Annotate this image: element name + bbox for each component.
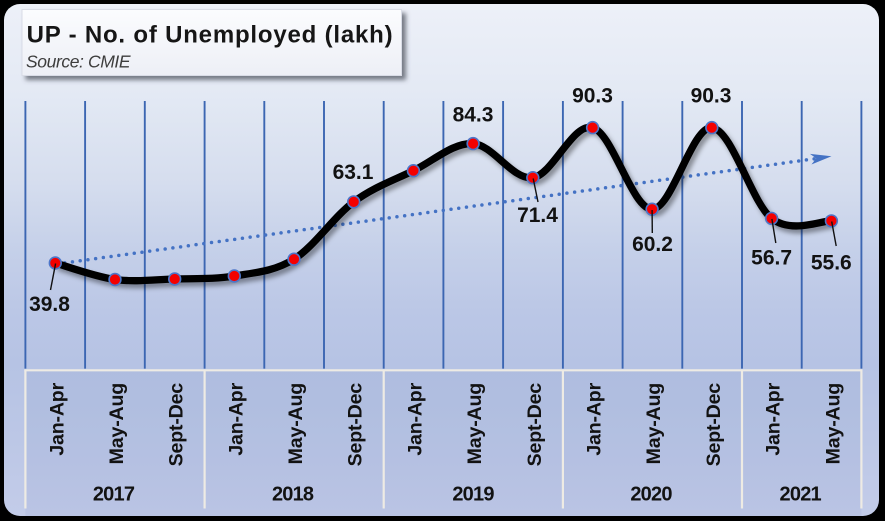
svg-text:2021: 2021 (780, 484, 822, 506)
svg-text:May-Aug: May-Aug (106, 383, 128, 464)
svg-text:90.3: 90.3 (691, 85, 732, 108)
svg-text:Source: CMIE: Source: CMIE (26, 52, 131, 72)
svg-text:2019: 2019 (452, 484, 494, 506)
svg-text:May-Aug: May-Aug (643, 383, 665, 464)
svg-text:Sept-Dec: Sept-Dec (166, 383, 188, 467)
svg-text:2020: 2020 (630, 484, 672, 506)
svg-text:56.7: 56.7 (751, 247, 792, 270)
svg-text:Jan-Apr: Jan-Apr (225, 382, 247, 455)
svg-text:May-Aug: May-Aug (285, 383, 307, 464)
svg-text:90.3: 90.3 (572, 85, 613, 108)
svg-text:63.1: 63.1 (333, 161, 374, 184)
svg-text:2018: 2018 (272, 484, 314, 506)
svg-text:2017: 2017 (93, 484, 135, 506)
svg-text:May-Aug: May-Aug (822, 383, 844, 464)
svg-text:55.6: 55.6 (811, 252, 852, 275)
svg-text:Jan-Apr: Jan-Apr (584, 382, 606, 455)
svg-text:84.3: 84.3 (453, 104, 494, 127)
svg-text:Sept-Dec: Sept-Dec (524, 383, 546, 467)
svg-text:May-Aug: May-Aug (464, 383, 486, 464)
svg-text:71.4: 71.4 (517, 204, 558, 227)
svg-text:UP - No. of Unemployed (lakh): UP - No. of Unemployed (lakh) (27, 22, 394, 49)
svg-text:39.8: 39.8 (29, 293, 70, 316)
svg-text:Jan-Apr: Jan-Apr (46, 382, 68, 455)
svg-text:Jan-Apr: Jan-Apr (763, 382, 785, 455)
svg-text:Jan-Apr: Jan-Apr (404, 382, 426, 455)
svg-text:Sept-Dec: Sept-Dec (345, 383, 367, 467)
svg-text:60.2: 60.2 (632, 233, 673, 256)
svg-text:Sept-Dec: Sept-Dec (703, 383, 725, 467)
